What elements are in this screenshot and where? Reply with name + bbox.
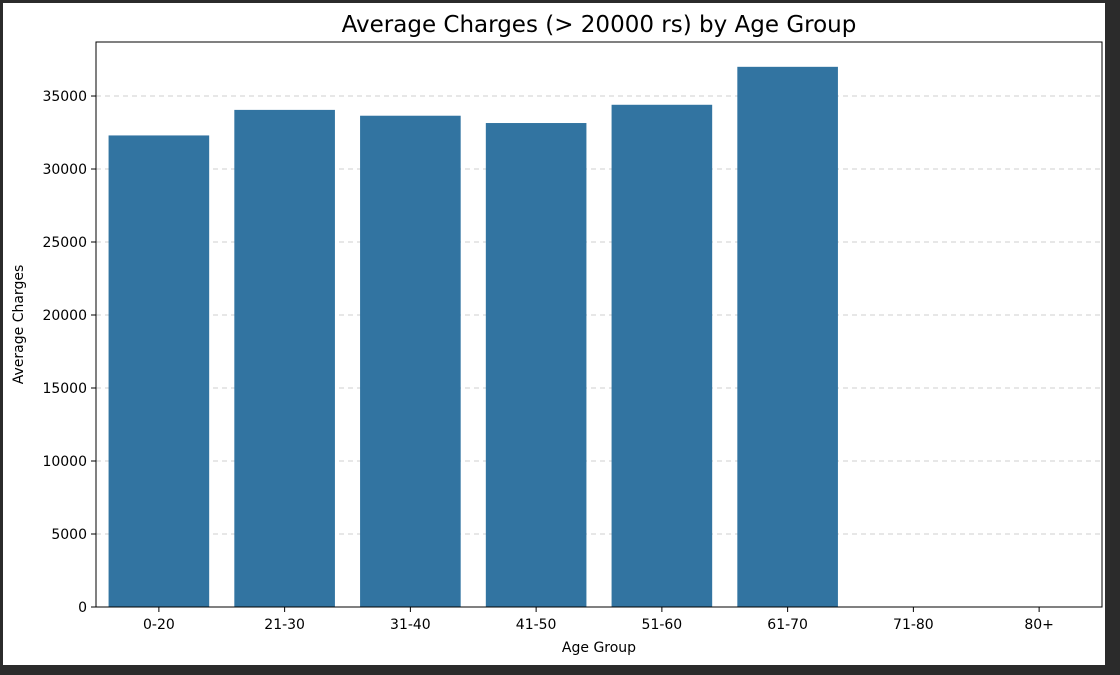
bar-41-50: [485, 123, 587, 607]
bar-31-40: [360, 115, 461, 607]
y-tick-label: 5000: [51, 527, 87, 543]
x-tick-label: 71-80: [893, 617, 934, 633]
y-tick-label: 30000: [42, 162, 87, 178]
x-tick-label: 41-50: [516, 617, 557, 633]
x-tick-label: 51-60: [642, 617, 683, 633]
bar-21-30: [234, 109, 335, 607]
bars: [108, 66, 838, 608]
x-tick-label: 21-30: [264, 617, 305, 633]
y-axis-label: Average Charges: [11, 265, 27, 384]
x-tick-label: 31-40: [390, 617, 431, 633]
chart-figure: 0 5000 10000 15000 20000 25000 30000 35000 0-20…: [3, 3, 1105, 665]
bar-61-70: [737, 66, 838, 608]
plot-area-frame: [95, 41, 1103, 608]
x-axis-label: Age Group: [562, 640, 636, 656]
x-tick-label: 80+: [1024, 617, 1054, 633]
x-axis-ticks: 0-20 21-30 31-40 41-50 51-60 61-70 71-80 80+: [143, 607, 1054, 633]
y-tick-label: 20000: [42, 308, 87, 324]
y-tick-label: 35000: [42, 89, 87, 105]
bar-51-60: [611, 104, 713, 608]
chart-title: Average Charges (> 20000 rs) by Age Grou…: [342, 12, 857, 38]
y-tick-label: 15000: [42, 381, 87, 397]
y-axis-ticks: 0 5000 10000 15000 20000 25000 30000 35000: [42, 89, 96, 616]
x-tick-label: 61-70: [767, 617, 808, 633]
bar-0-20: [108, 135, 210, 607]
y-tick-label: 0: [78, 600, 87, 616]
y-tick-label: 25000: [42, 235, 87, 251]
y-tick-label: 10000: [42, 454, 87, 470]
bar-chart: 0 5000 10000 15000 20000 25000 30000 35000 0-20…: [11, 12, 1103, 656]
x-tick-label: 0-20: [143, 617, 175, 633]
